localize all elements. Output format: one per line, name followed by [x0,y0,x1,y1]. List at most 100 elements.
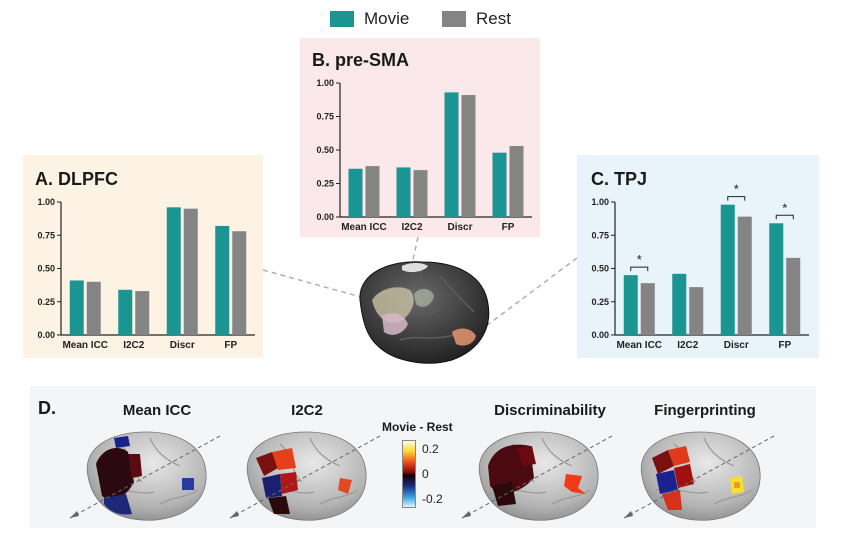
panel-title-pre-sma: B. pre-SMA [312,50,410,70]
map-region-4a [652,450,674,474]
colorbar-tick-min: -0.2 [422,492,443,506]
a-dlpfc-bar-movie-discr [166,207,181,335]
b-pre-sma-category-label: Mean ICC [341,222,387,233]
map-title-fingerprinting: Fingerprinting [654,402,756,419]
map-region-2e [268,496,290,514]
panel-d-label: D. [38,398,56,418]
c-tpj-ytick-label: 0.75 [591,230,609,240]
map-region-1b [104,494,132,515]
c-tpj-category-label: FP [778,340,791,351]
brain-map-mean-icc [69,431,221,521]
panel-brain-maps: D. Mean ICC I2C2 Discriminability Finger… [30,386,816,528]
c-tpj-bar-rest-i2c2 [689,287,704,335]
axis-arrow-head-3 [462,511,471,518]
brain-map-i2c2 [229,431,381,521]
map-title-i2c2: I2C2 [291,402,323,419]
a-dlpfc-ytick-label: 1.00 [37,197,55,207]
a-dlpfc-ytick-label: 0.25 [37,297,55,307]
b-pre-sma-bar-movie-discr [444,92,459,217]
colorbar-tick-zero: 0 [422,467,429,481]
c-tpj-ytick-label: 0.25 [591,297,609,307]
c-tpj-sig-star-fp: * [782,200,787,215]
map-region-2a [256,452,278,476]
b-pre-sma-bar-rest-discr [461,95,476,217]
a-dlpfc-bar-rest-i2c2 [135,291,150,335]
b-pre-sma-category-label: Discr [447,222,472,233]
c-tpj-sig-bracket-fp [775,214,794,220]
colorbar-title: Movie - Rest [382,420,453,434]
axis-arrow-2 [229,435,381,519]
colorbar-tick-max: 0.2 [422,442,439,456]
panel-tpj: C. TPJ 0.00 0.25 0.50 0.75 1.00 Mean ICC I2C2 D… [577,155,819,358]
c-tpj-bar-rest-fp [786,257,801,335]
a-dlpfc-category-label: Mean ICC [62,340,108,351]
c-tpj-category-label: Discr [724,340,749,351]
axis-arrow-3 [461,435,613,519]
chart-legend: Movie Rest [330,6,530,30]
b-pre-sma-ytick-label: 0.75 [316,112,334,122]
b-pre-sma-bar-rest-mean-icc [365,166,380,217]
axis-arrow-head-1 [70,511,79,518]
map-region-4b [668,446,690,466]
chart-pre-sma: 0.00 0.25 0.50 0.75 1.00 Mean ICC I2C2 Discr FP [316,78,532,233]
a-dlpfc-ytick-label: 0.00 [37,330,55,340]
b-pre-sma-bar-movie-mean-icc [348,168,363,217]
a-dlpfc-ytick-label: 0.75 [37,230,55,240]
b-pre-sma-ytick-label: 0.00 [316,212,334,222]
map-region-3c [518,446,536,466]
chart-dlpfc: 0.00 0.25 0.50 0.75 1.00 Mean ICC I2C2 Discr FP [37,197,255,351]
b-pre-sma-ytick-label: 0.25 [316,179,334,189]
map-region-4c [656,470,678,494]
legend-swatch-movie [330,11,354,27]
map-region-1a [96,448,134,500]
b-pre-sma-bar-rest-i2c2 [413,170,428,217]
map-region-1c [114,436,130,448]
legend-item-movie: Movie [330,9,409,29]
b-pre-sma-ytick-label: 0.50 [316,145,334,155]
connector-tpj [477,257,578,333]
c-tpj-sig-star-discr: * [734,182,739,197]
brain-maps [69,431,775,521]
connector-pre-sma [411,236,419,265]
chart-tpj: 0.00 0.25 0.50 0.75 1.00 Mean ICC I2C2 Discr FP *… [591,182,809,351]
legend-label-rest: Rest [476,9,511,28]
c-tpj-bar-rest-mean-icc [640,283,655,335]
map-region-4d [674,464,694,488]
connector-dlpfc [262,269,373,301]
axis-arrow-head-2 [230,511,239,518]
c-tpj-ytick-label: 0.50 [591,264,609,274]
map-region-3b [492,482,516,506]
brain-outline-2 [246,431,367,521]
brain-gyri-4 [655,437,753,505]
map-title-discriminability: Discriminability [494,402,606,419]
b-pre-sma-category-label: I2C2 [401,222,423,233]
map-region-1e [182,478,194,490]
a-dlpfc-bar-movie-fp [215,225,230,335]
c-tpj-sig-bracket-discr [727,196,746,201]
a-dlpfc-bar-movie-mean-icc [69,280,84,335]
b-pre-sma-bar-movie-fp [492,152,507,217]
axis-arrow-4 [623,435,775,519]
b-pre-sma-bar-rest-fp [509,145,524,217]
legend-label-movie: Movie [364,9,410,28]
a-dlpfc-bar-rest-discr [183,208,198,335]
c-tpj-category-label: Mean ICC [616,340,662,351]
legend-swatch-rest [442,11,466,27]
roi-motor [414,288,434,307]
a-dlpfc-category-label: FP [224,340,237,351]
c-tpj-sig-star-mean-icc: * [637,252,642,267]
colorbar [402,440,416,508]
c-tpj-bar-movie-fp [769,223,784,335]
roi-tpj [452,328,476,346]
map-region-2f [338,478,352,494]
panel-title-tpj: C. TPJ [591,169,648,189]
panel-pre-sma: B. pre-SMA 0.00 0.25 0.50 0.75 1.00 Mean ICC I… [300,38,540,237]
c-tpj-category-label: I2C2 [677,340,699,351]
b-pre-sma-category-label: FP [502,222,515,233]
b-pre-sma-ytick-label: 1.00 [316,78,334,88]
a-dlpfc-bar-movie-i2c2 [118,289,133,335]
panel-title-dlpfc: A. DLPFC [35,169,118,189]
legend-item-rest: Rest [442,9,511,29]
a-dlpfc-bar-rest-mean-icc [86,281,101,335]
map-region-2b [272,448,296,470]
